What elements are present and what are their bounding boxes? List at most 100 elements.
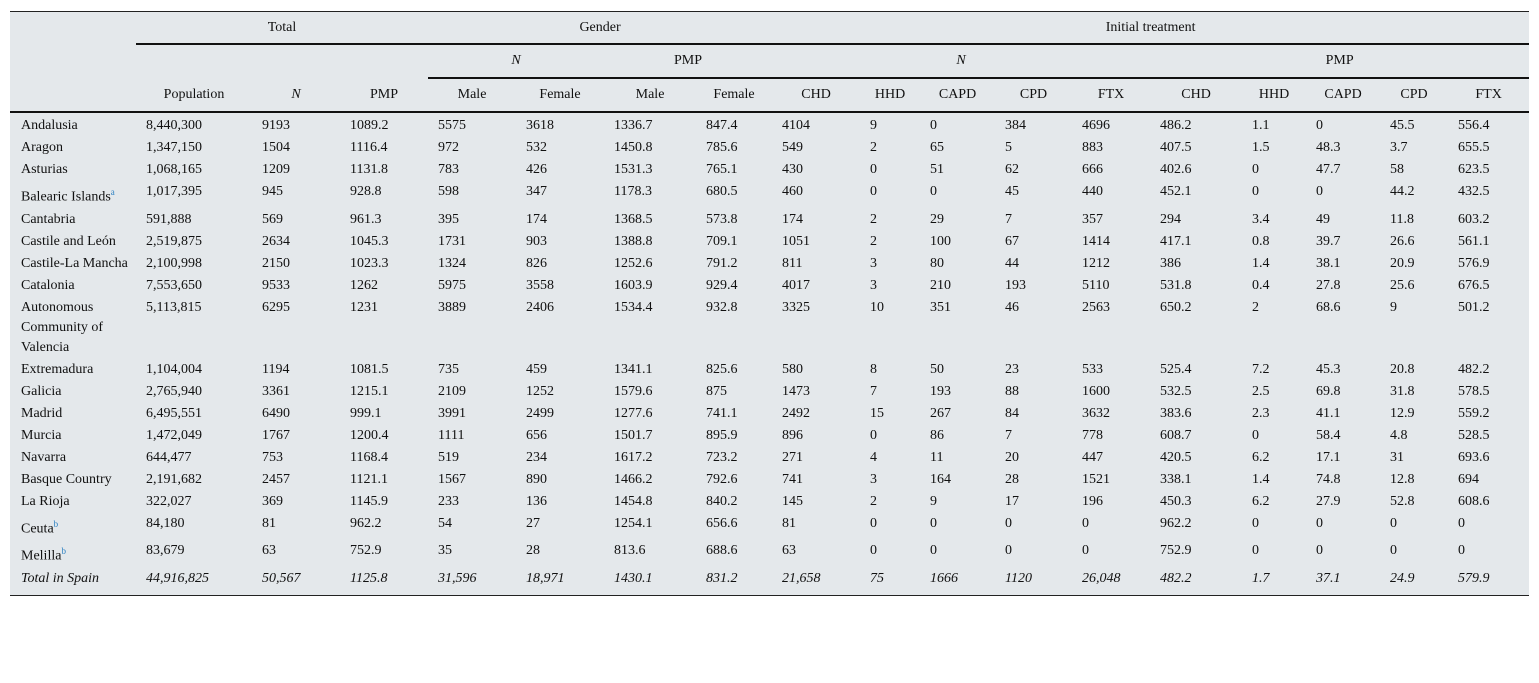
cell-capd: 69.8 (1316, 383, 1341, 399)
cell-female: 932.8 (706, 299, 738, 315)
cell-capd: 0 (930, 184, 938, 199)
cell-male: 395 (438, 211, 460, 227)
cell-female: 459 (526, 361, 548, 377)
cell-population: 2,519,875 (146, 233, 202, 249)
cell-capd: 0 (1316, 184, 1324, 199)
cell-female: 875 (706, 383, 728, 399)
cell-cpd: 58 (1390, 162, 1405, 177)
cell-hhd: 0.8 (1252, 233, 1270, 249)
cell-male: 1111 (438, 427, 465, 443)
cell-population: 7,553,650 (146, 277, 202, 293)
cell-n: 1504 (262, 140, 290, 155)
cell-capd: 9 (930, 493, 938, 509)
cell-chd: 338.1 (1160, 471, 1192, 487)
cell-ftx: 5110 (1082, 277, 1110, 293)
cell-male: 1466.2 (614, 471, 653, 487)
cell-ftx: 432.5 (1458, 184, 1490, 199)
cell-pmp: 1145.9 (350, 493, 388, 509)
cell-ftx: 482.2 (1458, 361, 1490, 377)
cell-hhd: 0 (870, 515, 878, 531)
cell-capd: 47.7 (1316, 162, 1341, 177)
cell-ftx: 357 (1082, 211, 1104, 227)
cell-n: 9533 (262, 277, 290, 293)
subheader-initial-n: N (772, 44, 1151, 79)
cell-female: 825.6 (706, 361, 738, 377)
cell-cpd: 31 (1390, 449, 1405, 465)
cell-female: 28 (526, 543, 541, 559)
column-header-chd: CHD (1150, 78, 1243, 113)
cell-female: 831.2 (706, 570, 738, 586)
cell-cpd: 62 (1005, 162, 1020, 177)
cell-ftx: 0 (1458, 543, 1466, 559)
column-header-cpd: CPD (1380, 78, 1449, 113)
cell-female: 785.6 (706, 140, 738, 155)
cell-n: 1767 (262, 427, 290, 443)
cell-ftx: 1521 (1082, 471, 1111, 487)
cell-ftx: 578.5 (1458, 383, 1490, 399)
data-table-container: Total Gender Initial treatment N PMP N P… (10, 11, 1530, 596)
cell-male: 1254.1 (614, 515, 653, 531)
cell-cpd: 17 (1005, 493, 1020, 509)
cell-hhd: 0 (1252, 162, 1260, 177)
region-name: Total in Spain (21, 570, 100, 586)
cell-ftx: 559.2 (1458, 405, 1490, 421)
region-name: Asturias (21, 162, 68, 177)
cell-cpd: 3.7 (1390, 140, 1408, 155)
cell-chd: 145 (782, 493, 804, 509)
cell-male: 31,596 (438, 570, 477, 586)
table-row: Castile-La Mancha 2,100,998 2150 1023.3 1324… (10, 252, 1529, 274)
footnote-link[interactable]: b (61, 546, 66, 557)
cell-chd: 402.6 (1160, 162, 1192, 177)
cell-n: 1209 (262, 162, 290, 177)
table-row: Madrid 6,495,551 6490 999.1 3991 2499 1277.6 74… (10, 402, 1529, 424)
cell-hhd: 3 (870, 255, 878, 271)
cell-ftx: 1414 (1082, 233, 1111, 249)
cell-female: 2499 (526, 405, 555, 421)
cell-male: 2109 (438, 383, 467, 399)
cell-ftx: 778 (1082, 427, 1104, 443)
cell-cpd: 11.8 (1390, 211, 1415, 227)
cell-capd: 0 (930, 515, 938, 531)
cell-capd: 39.7 (1316, 233, 1341, 249)
cell-population: 84,180 (146, 515, 185, 531)
cell-capd: 164 (930, 471, 952, 487)
cell-female: 847.4 (706, 118, 738, 133)
cell-chd: 811 (782, 255, 803, 271)
cell-male: 3991 (438, 405, 467, 421)
footnote-link[interactable]: a (110, 187, 115, 197)
cell-chd: 407.5 (1160, 140, 1192, 155)
table-row: La Rioja 322,027 369 1145.9 233 136 1454.8 840.… (10, 490, 1529, 512)
cell-ftx: 528.5 (1458, 427, 1490, 443)
cell-chd: 525.4 (1160, 361, 1192, 377)
cell-hhd: 0 (1252, 427, 1260, 443)
cell-pmp: 1023.3 (350, 255, 389, 271)
cell-capd: 50 (930, 361, 945, 377)
cell-ftx: 501.2 (1458, 299, 1490, 315)
cell-capd: 80 (930, 255, 945, 271)
cell-female: 234 (526, 449, 548, 465)
cell-hhd: 1.1 (1252, 118, 1270, 133)
cell-capd: 0 (930, 118, 938, 133)
cell-ftx: 579.9 (1458, 570, 1490, 586)
cell-population: 1,017,395 (146, 184, 202, 199)
cell-female: 426 (526, 162, 548, 177)
cell-chd: 549 (782, 140, 804, 155)
cell-capd: 0 (1316, 515, 1324, 531)
cell-ftx: 561.1 (1458, 233, 1490, 249)
cell-population: 6,495,551 (146, 405, 202, 421)
cell-capd: 51 (930, 162, 945, 177)
cell-n: 81 (262, 515, 276, 531)
cell-female: 174 (526, 211, 548, 227)
cell-chd: 482.2 (1160, 570, 1192, 586)
footnote-link[interactable]: b (53, 518, 59, 529)
cell-capd: 45.3 (1316, 361, 1341, 377)
cell-hhd: 7 (870, 383, 878, 399)
cell-female: 688.6 (706, 543, 738, 559)
total-row: Total in Spain 44,916,825 50,567 1125.8 31,5… (10, 567, 1529, 595)
cell-cpd: 20.8 (1390, 361, 1415, 377)
cell-ftx: 576.9 (1458, 255, 1490, 271)
table-row: Catalonia 7,553,650 9533 1262 5975 3558 1603.9… (10, 274, 1529, 296)
cell-female: 1252 (526, 383, 555, 399)
cell-cpd: 28 (1005, 471, 1020, 487)
cell-capd: 267 (930, 405, 952, 421)
